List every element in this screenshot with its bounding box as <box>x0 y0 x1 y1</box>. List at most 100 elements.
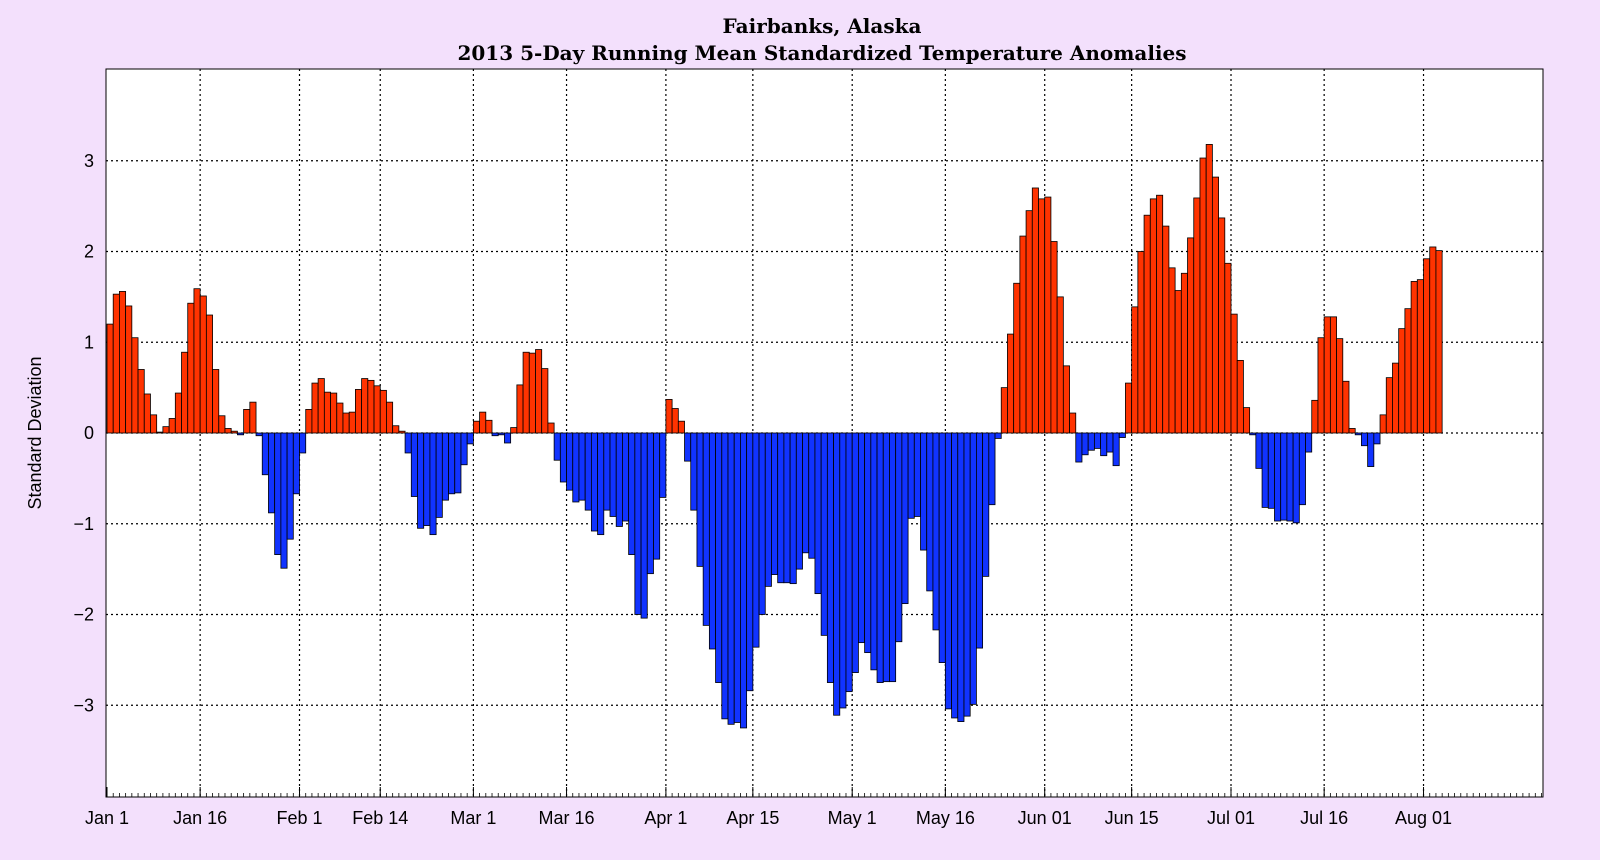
bar-negative <box>460 432 468 466</box>
bar-positive <box>1013 282 1021 434</box>
bar-negative <box>615 432 623 527</box>
bar-negative <box>690 432 698 511</box>
bar-positive <box>510 427 518 434</box>
bar-negative <box>491 432 499 437</box>
y-tick-label: −2 <box>73 605 94 625</box>
bar-negative <box>727 432 735 725</box>
bar-negative <box>845 432 853 693</box>
bar-negative <box>715 432 723 683</box>
bar-negative <box>957 432 965 722</box>
bar-negative <box>746 432 754 692</box>
bar-negative <box>429 432 437 536</box>
chart-title: Fairbanks, Alaska <box>723 14 922 38</box>
bar-negative <box>901 432 909 605</box>
bar-negative <box>1280 432 1288 521</box>
bar-positive <box>1311 399 1319 434</box>
bar-negative <box>609 432 617 517</box>
bar-positive <box>1069 412 1077 434</box>
bar-positive <box>1323 316 1331 434</box>
bar-positive <box>156 431 164 434</box>
bar-negative <box>826 432 834 683</box>
bar-negative <box>1354 432 1362 436</box>
bar-positive <box>323 391 331 434</box>
bar-negative <box>417 432 425 529</box>
bar-positive <box>354 389 363 434</box>
bar-negative <box>938 432 946 663</box>
bar-negative <box>597 432 605 536</box>
bar-negative <box>1361 432 1369 447</box>
bar-negative <box>920 432 928 551</box>
bar-negative <box>255 432 263 437</box>
bar-positive <box>199 295 207 434</box>
bar-positive <box>1224 262 1232 434</box>
bar-negative <box>814 432 822 595</box>
bar-positive <box>125 305 133 434</box>
bar-positive <box>677 420 685 434</box>
bar-positive <box>150 414 158 434</box>
bar-negative <box>802 432 810 554</box>
bar-positive <box>361 378 369 434</box>
bar-negative <box>771 432 779 575</box>
bar-positive <box>485 419 493 434</box>
bar-negative <box>1255 432 1263 469</box>
bar-negative <box>237 432 245 436</box>
x-tick-label: Mar 1 <box>450 808 496 828</box>
bar-negative <box>876 432 884 683</box>
bar-negative <box>1274 432 1282 522</box>
bar-positive <box>373 385 381 434</box>
bar-negative <box>454 432 462 494</box>
bar-positive <box>249 401 257 434</box>
bar-positive <box>1056 296 1064 434</box>
x-tick-label: Apr 15 <box>726 808 779 828</box>
bar-negative <box>292 432 300 495</box>
bar-negative <box>895 432 903 643</box>
bar-negative <box>777 432 785 584</box>
bar-positive <box>1211 176 1219 434</box>
x-tick-label: Jun 01 <box>1018 808 1072 828</box>
bar-positive <box>1137 251 1145 434</box>
bar-negative <box>944 432 952 710</box>
bar-negative <box>783 432 791 584</box>
bar-negative <box>1118 432 1126 438</box>
bar-negative <box>982 432 990 577</box>
bar-negative <box>1267 432 1275 509</box>
bar-negative <box>559 432 567 483</box>
bar-positive <box>1342 380 1350 434</box>
bar-negative <box>882 432 890 683</box>
bar-negative <box>708 432 716 650</box>
bar-negative <box>280 432 288 569</box>
bar-positive <box>1156 194 1164 434</box>
bar-positive <box>212 369 220 434</box>
bar-negative <box>659 432 667 498</box>
bar-negative <box>572 432 580 503</box>
bar-positive <box>1218 217 1226 434</box>
bar-negative <box>820 432 828 636</box>
bar-positive <box>1379 414 1387 434</box>
bar-negative <box>1249 432 1257 436</box>
bar-negative <box>864 432 872 654</box>
bar-positive <box>1000 387 1008 434</box>
bar-negative <box>839 432 847 709</box>
bar-positive <box>1336 338 1344 434</box>
bar-positive <box>1230 313 1238 434</box>
bar-positive <box>1429 246 1437 434</box>
bar-negative <box>441 432 449 501</box>
bar-negative <box>733 432 741 723</box>
x-tick-label: Mar 16 <box>539 808 595 828</box>
bar-positive <box>1044 196 1052 434</box>
bar-positive <box>367 379 375 434</box>
x-tick-label: Aug 01 <box>1395 808 1452 828</box>
bar-negative <box>976 432 984 649</box>
bar-positive <box>1435 250 1443 434</box>
bar-negative <box>858 432 866 644</box>
bar-positive <box>330 392 338 434</box>
bar-positive <box>398 430 406 434</box>
y-tick-label: 3 <box>84 151 94 171</box>
bar-positive <box>1348 428 1356 434</box>
bar-positive <box>243 409 251 434</box>
bar-positive <box>230 430 238 434</box>
bar-negative <box>740 432 748 729</box>
bar-negative <box>299 432 307 454</box>
bar-positive <box>1025 210 1033 434</box>
x-tick-label: May 1 <box>828 808 877 828</box>
